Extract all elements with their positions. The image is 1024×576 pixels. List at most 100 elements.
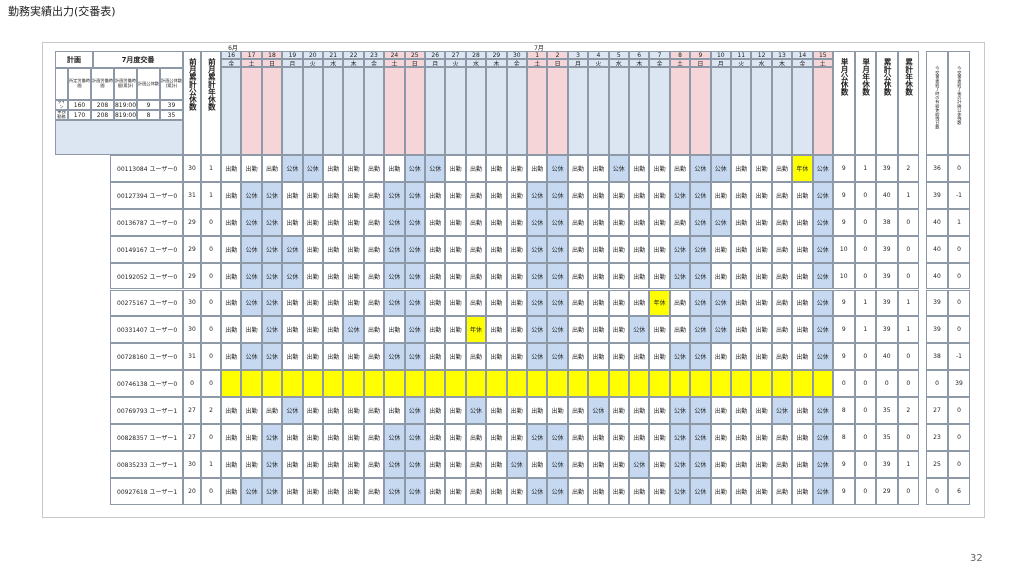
- day-cell: 出勤: [486, 289, 507, 317]
- plan-value: 170: [68, 110, 91, 120]
- summary-value: 0: [854, 397, 876, 424]
- prev-value: 1: [201, 155, 221, 182]
- day-cell: 出勤: [731, 397, 752, 424]
- day-cell: 出勤: [567, 477, 589, 505]
- day-cell: 出勤: [302, 343, 323, 371]
- day-cell: 出勤: [506, 289, 527, 317]
- day-cell: 出勤: [731, 316, 752, 344]
- day-cell: 出勤: [731, 424, 752, 451]
- day-cell: 公休: [690, 235, 711, 263]
- day-cell: 出勤: [588, 262, 609, 290]
- day-cell: 出勤: [323, 155, 344, 182]
- day-cell: 出勤: [792, 397, 813, 424]
- day-cell: 出勤: [465, 235, 487, 263]
- day-cell: 出勤: [771, 208, 793, 236]
- day-cell: 公休: [771, 397, 793, 424]
- day-header-blank: [323, 67, 344, 155]
- day-cell: 公休: [404, 262, 425, 290]
- day-cell: 出勤: [323, 397, 344, 424]
- day-cell: 出勤: [221, 450, 242, 478]
- day-cell: 出勤: [608, 316, 629, 344]
- day-cell: 公休: [669, 477, 691, 505]
- day-cell: 出勤: [343, 181, 364, 209]
- day-cell: 公休: [527, 289, 548, 317]
- day-cell: 公休: [241, 181, 262, 209]
- day-cell: 出勤: [445, 155, 466, 182]
- day-header-blank: [669, 67, 691, 155]
- day-cell: [629, 370, 650, 398]
- plan-blank: [55, 120, 183, 155]
- weekday-header: 水: [323, 59, 344, 67]
- day-cell: 公休: [527, 424, 548, 451]
- day-cell: 出勤: [343, 343, 364, 371]
- prev-value: 0: [201, 316, 221, 344]
- month-label: 6月: [228, 44, 238, 52]
- day-cell: 出勤: [649, 477, 670, 505]
- day-cell: 公休: [690, 477, 711, 505]
- day-cell: 出勤: [608, 397, 629, 424]
- day-cell: 出勤: [751, 155, 772, 182]
- day-cell: 公休: [261, 262, 283, 290]
- day-cell: 公休: [404, 316, 425, 344]
- day-cell: 出勤: [425, 181, 446, 209]
- day-cell: 出勤: [282, 181, 303, 209]
- day-cell: 公休: [690, 397, 711, 424]
- day-header-blank: [425, 67, 446, 155]
- date-header: 20: [302, 51, 323, 59]
- day-cell: 出勤: [629, 181, 650, 209]
- extra-value: 0: [948, 289, 970, 317]
- day-cell: 出勤: [241, 424, 262, 451]
- day-cell: 公休: [710, 155, 731, 182]
- prev-value: 1: [201, 181, 221, 209]
- day-cell: 公休: [669, 262, 691, 290]
- day-header-blank: [261, 67, 283, 155]
- day-cell: 出勤: [649, 424, 670, 451]
- day-header-blank: [404, 67, 425, 155]
- extra-value: 1: [948, 208, 970, 236]
- prev-value: 27: [183, 397, 201, 424]
- day-cell: 出勤: [751, 343, 772, 371]
- day-cell: 出勤: [486, 155, 507, 182]
- day-header-blank: [710, 67, 731, 155]
- day-cell: 公休: [527, 262, 548, 290]
- prev-value: 0: [201, 343, 221, 371]
- day-cell: 公休: [812, 316, 833, 344]
- day-header-blank: [384, 67, 405, 155]
- day-cell: 出勤: [425, 208, 446, 236]
- day-cell: 公休: [384, 181, 405, 209]
- summary-value: 9: [833, 181, 855, 209]
- day-cell: 出勤: [445, 343, 466, 371]
- day-cell: 出勤: [792, 235, 813, 263]
- prev-value: 29: [183, 208, 201, 236]
- day-cell: 出勤: [323, 450, 344, 478]
- day-cell: 出勤: [588, 477, 609, 505]
- day-cell: 出勤: [588, 235, 609, 263]
- weekday-header: 土: [812, 59, 833, 67]
- prev-value: 0: [201, 424, 221, 451]
- day-cell: 出勤: [649, 262, 670, 290]
- day-cell: 公休: [404, 397, 425, 424]
- day-cell: 出勤: [506, 477, 527, 505]
- day-cell: [261, 370, 283, 398]
- prev-value: 31: [183, 343, 201, 371]
- date-header: 18: [261, 51, 283, 59]
- day-cell: 出勤: [363, 181, 385, 209]
- day-cell: 出勤: [567, 208, 589, 236]
- summary-value: 0: [897, 208, 919, 236]
- day-cell: 出勤: [649, 235, 670, 263]
- day-cell: 公休: [241, 208, 262, 236]
- day-cell: 出勤: [323, 424, 344, 451]
- day-cell: 出勤: [771, 262, 793, 290]
- day-cell: 出勤: [567, 181, 589, 209]
- day-cell: 公休: [547, 343, 568, 371]
- month-label: 7月: [534, 44, 544, 52]
- day-cell: 公休: [547, 235, 568, 263]
- summary-value: 9: [833, 343, 855, 371]
- weekday-header: 木: [486, 59, 507, 67]
- prev-value: 1: [201, 450, 221, 478]
- day-cell: 出勤: [261, 155, 283, 182]
- extra-value: 0: [948, 235, 970, 263]
- day-cell: 出勤: [343, 450, 364, 478]
- summary-value: 8: [833, 397, 855, 424]
- summary-value: 35: [876, 424, 898, 451]
